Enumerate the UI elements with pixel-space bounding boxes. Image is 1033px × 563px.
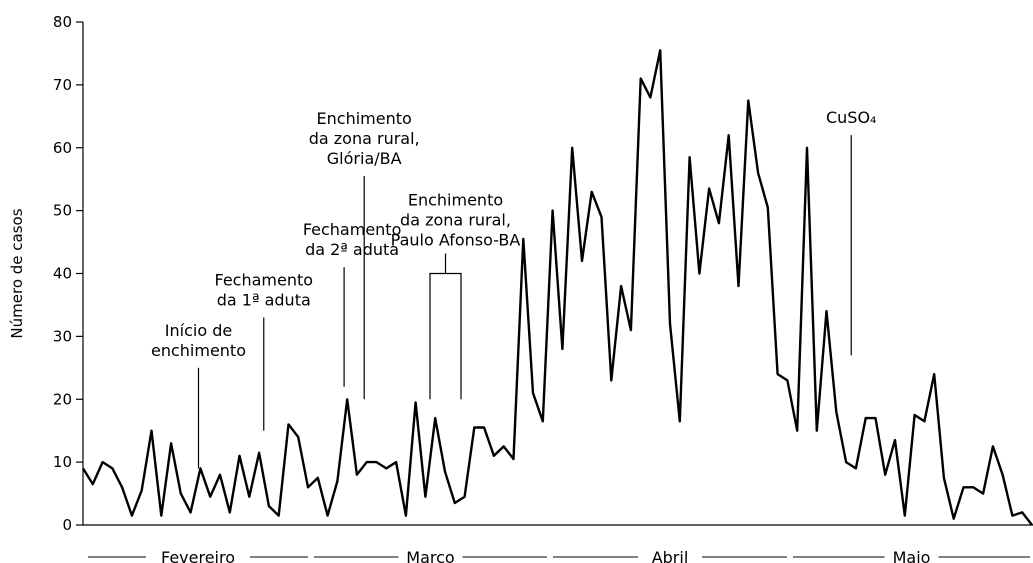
- y-tick-label: 50: [53, 202, 72, 220]
- y-axis-label: Número de casos: [8, 208, 26, 338]
- annotation-bracket: [429, 272, 462, 400]
- annotation-text: enchimento: [151, 341, 246, 360]
- series-line: [81, 49, 1033, 526]
- annotation-text: da 2ª aduta: [305, 240, 399, 259]
- annotation-text: CuSO₄: [826, 108, 876, 127]
- annotation-text: Fechamento: [214, 271, 313, 290]
- month-axis: Fevereiro Marco Abril Maio: [88, 548, 1030, 563]
- annotation: CuSO₄: [826, 108, 876, 356]
- y-axis-ticks: 0 10 20 30 40 50 60 70 80: [53, 13, 83, 534]
- annotation-text: Fechamento: [303, 220, 402, 239]
- y-tick-label: 40: [53, 265, 72, 283]
- y-tick-label: 60: [53, 139, 72, 157]
- month-label: Abril: [652, 548, 689, 563]
- y-tick-label: 80: [53, 13, 72, 31]
- annotation-text: Enchimento: [317, 109, 412, 128]
- y-tick-label: 10: [53, 453, 72, 471]
- month-label: Fevereiro: [161, 548, 235, 563]
- y-tick-label: 70: [53, 76, 72, 94]
- month-label: Marco: [406, 548, 454, 563]
- y-tick-label: 20: [53, 390, 72, 408]
- annotation-text: da zona rural,: [400, 211, 511, 230]
- annotation-text: Glória/BA: [327, 149, 402, 168]
- y-tick-label: 30: [53, 327, 72, 345]
- annotation-text: da zona rural,: [309, 129, 420, 148]
- annotation-text: da 1ª aduta: [217, 291, 311, 310]
- month-label: Maio: [893, 548, 931, 563]
- annotation-text: Enchimento: [408, 191, 503, 210]
- annotation-text: Paulo Afonso-BA: [391, 231, 521, 250]
- annotation-text: Início de: [165, 321, 232, 340]
- y-tick-label: 0: [62, 516, 72, 534]
